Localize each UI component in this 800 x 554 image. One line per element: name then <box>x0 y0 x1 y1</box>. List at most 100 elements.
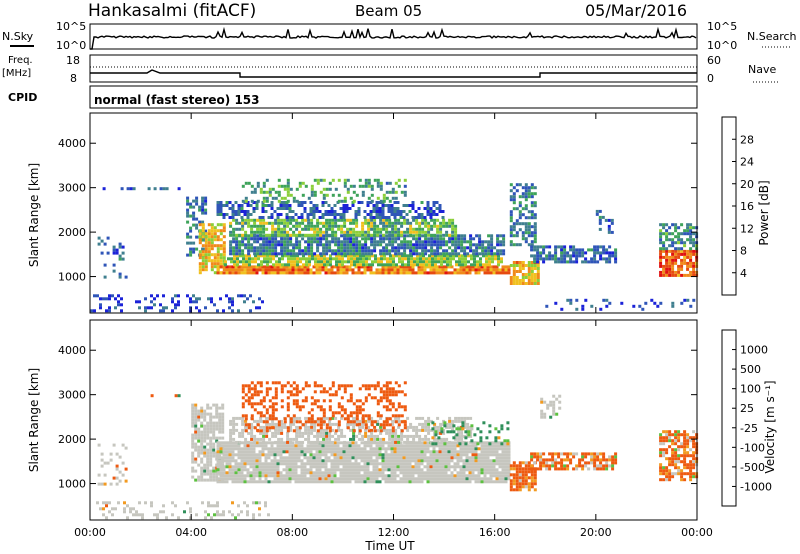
power-cell <box>277 199 281 203</box>
power-cell <box>677 255 681 259</box>
velocity-cell <box>115 452 119 456</box>
power-cell <box>259 246 263 250</box>
velocity-cell <box>474 459 478 463</box>
power-cell <box>286 237 290 241</box>
velocity-cell <box>390 456 394 460</box>
power-cell <box>333 216 337 219</box>
power-cell <box>376 240 380 244</box>
velocity-cell <box>333 450 337 454</box>
velocity-cell <box>369 474 373 478</box>
power-cell <box>228 207 232 210</box>
velocity-cell <box>108 510 111 514</box>
power-cell <box>412 218 416 222</box>
velocity-cell <box>331 416 335 420</box>
power-cell <box>484 249 488 253</box>
power-cell <box>342 265 346 269</box>
power-cell <box>423 207 427 210</box>
power-cell <box>277 221 281 225</box>
power-cell <box>279 265 283 269</box>
velocity-cell <box>277 440 281 444</box>
y-tick-label: 1000 <box>58 271 86 284</box>
power-cell <box>201 229 205 233</box>
power-cell <box>93 309 96 313</box>
power-cell <box>377 257 380 261</box>
velocity-cell <box>444 459 448 463</box>
power-cell <box>354 216 358 219</box>
power-cell <box>198 235 202 239</box>
velocity-cell <box>474 450 478 454</box>
velocity-cell <box>206 460 210 464</box>
velocity-cell <box>390 468 394 472</box>
velocity-cell <box>325 434 329 438</box>
power-cell <box>533 222 537 226</box>
power-cell <box>274 196 278 200</box>
power-cell <box>201 205 205 209</box>
power-cell <box>340 240 344 244</box>
power-cell <box>590 304 594 308</box>
power-cell <box>271 252 275 256</box>
power-cell <box>446 263 449 267</box>
power-cell <box>442 233 446 237</box>
velocity-cell <box>394 437 398 441</box>
power-cell <box>590 248 594 252</box>
power-cell <box>201 235 205 239</box>
velocity-cell <box>423 459 427 463</box>
power-cell <box>222 265 226 269</box>
power-cell <box>262 243 266 247</box>
power-cell <box>316 243 320 247</box>
velocity-cell <box>265 426 269 430</box>
velocity-cell <box>249 450 253 454</box>
velocity-cell <box>255 471 259 475</box>
velocity-cell <box>294 465 298 469</box>
power-cell <box>427 249 431 253</box>
velocity-cell <box>222 450 226 454</box>
power-cell <box>259 224 263 228</box>
velocity-cell <box>244 429 248 433</box>
power-cell <box>632 304 636 308</box>
power-cell <box>303 265 307 269</box>
velocity-cell <box>387 441 391 445</box>
power-cell <box>265 199 269 203</box>
velocity-cell <box>432 480 436 484</box>
power-cell <box>581 304 585 308</box>
power-cell <box>451 230 455 234</box>
velocity-cell <box>327 444 331 448</box>
power-cell <box>382 249 386 253</box>
power-cell <box>371 260 374 264</box>
power-cell <box>343 181 347 185</box>
velocity-cell <box>417 465 421 469</box>
power-cell <box>481 240 485 244</box>
velocity-cell <box>501 468 505 472</box>
power-cell <box>393 207 397 210</box>
power-cell <box>235 249 239 253</box>
power-cell <box>533 248 537 252</box>
power-cell <box>596 248 600 252</box>
velocity-cell <box>328 408 332 412</box>
velocity-cell <box>258 444 262 448</box>
power-cell <box>608 257 612 261</box>
velocity-cell <box>429 450 433 454</box>
power-cell <box>259 221 263 225</box>
velocity-cell <box>345 459 349 463</box>
power-cell <box>316 246 320 250</box>
power-cell <box>286 199 290 203</box>
velocity-cell <box>396 450 400 454</box>
power-cell <box>429 271 433 275</box>
velocity-cell <box>360 480 364 484</box>
power-cell <box>357 201 361 204</box>
power-cell <box>309 210 313 213</box>
velocity-cell <box>330 462 334 466</box>
velocity-cell <box>262 396 266 400</box>
velocity-cell <box>247 440 251 444</box>
power-cell <box>394 218 398 222</box>
velocity-cell <box>469 428 473 432</box>
power-cell <box>228 265 232 269</box>
power-cell <box>518 264 522 267</box>
velocity-cell <box>315 465 319 469</box>
velocity-cell <box>191 475 195 479</box>
power-cell <box>364 252 368 256</box>
power-cell <box>385 249 389 253</box>
power-cell <box>339 271 343 275</box>
velocity-cell <box>333 441 337 445</box>
velocity-cell <box>261 465 265 469</box>
